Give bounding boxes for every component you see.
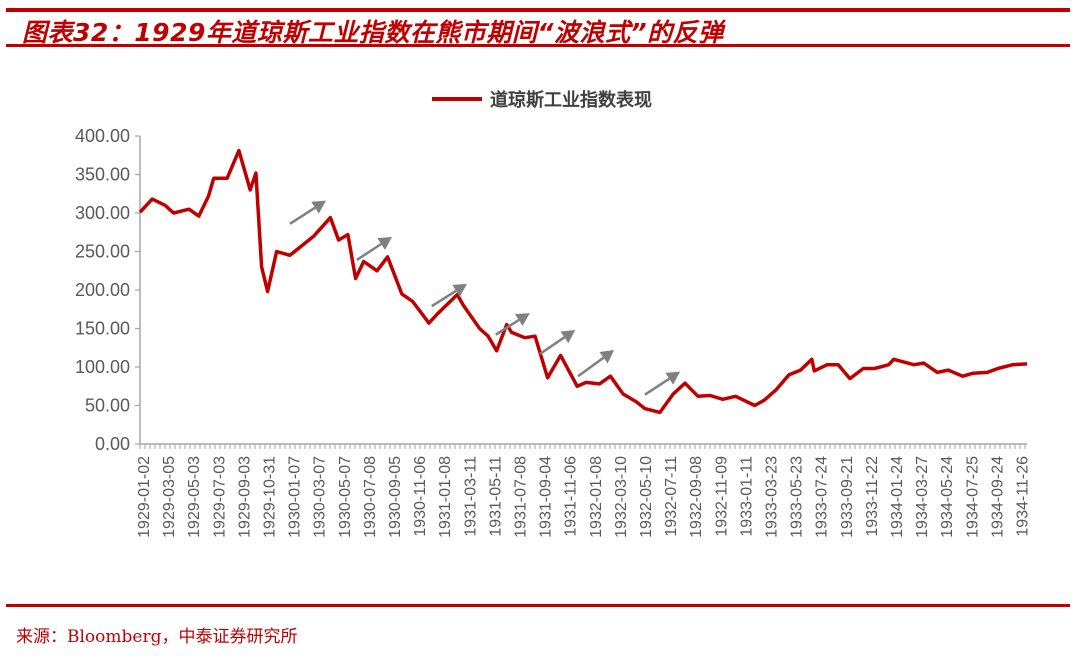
rebound-arrow-head-icon bbox=[665, 371, 681, 385]
rebound-arrow-head-icon bbox=[311, 200, 326, 214]
x-tick-label: 1934-09-24 bbox=[989, 456, 1006, 538]
y-tick-label: 50.00 bbox=[85, 396, 130, 416]
rebound-arrow-head-icon bbox=[377, 236, 393, 250]
x-tick-label: 1934-07-25 bbox=[964, 456, 981, 538]
x-tick-label: 1930-03-07 bbox=[312, 456, 329, 538]
x-tick-label: 1932-01-08 bbox=[588, 456, 605, 538]
x-tick-label: 1929-07-03 bbox=[211, 456, 228, 538]
x-tick-label: 1931-03-11 bbox=[462, 456, 479, 537]
x-tick-label: 1929-09-03 bbox=[236, 456, 253, 538]
x-tick-label: 1929-03-05 bbox=[161, 456, 178, 538]
y-tick-label: 300.00 bbox=[75, 203, 130, 223]
source-note: 来源：Bloomberg，中泰证券研究所 bbox=[16, 627, 298, 647]
rebound-arrow-shaft bbox=[495, 319, 520, 336]
x-tick-label: 1931-11-06 bbox=[563, 456, 580, 537]
x-tick-label: 1930-11-06 bbox=[412, 456, 429, 537]
title-rule bbox=[6, 44, 1070, 47]
x-tick-label: 1934-03-27 bbox=[914, 456, 931, 538]
x-tick-label: 1933-05-23 bbox=[789, 456, 806, 538]
x-tick-label: 1930-07-08 bbox=[362, 456, 379, 538]
x-tick-label: 1933-07-24 bbox=[814, 456, 831, 538]
rebound-arrow-head-icon bbox=[599, 350, 615, 364]
legend-label: 道琼斯工业指数表现 bbox=[490, 89, 652, 111]
x-tick-label: 1934-05-24 bbox=[939, 456, 956, 538]
y-tick-label: 250.00 bbox=[75, 242, 130, 262]
bottom-rule bbox=[6, 604, 1070, 607]
x-tick-label: 1932-05-10 bbox=[638, 456, 655, 538]
rebound-arrow-shaft bbox=[431, 289, 457, 308]
x-tick-label: 1930-09-05 bbox=[387, 456, 404, 538]
x-tick-label: 1932-09-08 bbox=[688, 456, 705, 538]
x-tick-label: 1932-07-11 bbox=[663, 456, 680, 537]
x-tick-label: 1931-07-08 bbox=[513, 456, 530, 538]
y-tick-label: 350.00 bbox=[75, 165, 130, 185]
y-tick-label: 400.00 bbox=[75, 126, 130, 146]
x-tick-label: 1933-03-23 bbox=[764, 456, 781, 538]
y-tick-label: 100.00 bbox=[75, 357, 130, 377]
x-tick-label: 1929-01-02 bbox=[136, 456, 153, 538]
x-tick-label: 1931-09-04 bbox=[538, 456, 555, 538]
y-tick-label: 150.00 bbox=[75, 319, 130, 339]
rebound-arrow-shaft bbox=[539, 336, 566, 355]
x-tick-label: 1932-11-09 bbox=[713, 456, 730, 537]
rebound-arrow-shaft bbox=[577, 356, 605, 378]
x-tick-label: 1933-09-21 bbox=[839, 456, 856, 538]
rebound-arrow-head-icon bbox=[452, 283, 468, 297]
x-tick-label: 1930-01-07 bbox=[287, 456, 304, 538]
figure-title: 图表32：1929年道琼斯工业指数在熊市期间“波浪式”的反弹 bbox=[22, 18, 724, 47]
legend: 道琼斯工业指数表现 bbox=[432, 89, 652, 111]
y-tick-label: 200.00 bbox=[75, 280, 130, 300]
x-tick-label: 1933-11-22 bbox=[864, 456, 881, 537]
rebound-arrow-head-icon bbox=[515, 313, 530, 326]
x-tick-label: 1932-03-10 bbox=[613, 456, 630, 538]
rebound-arrow-shaft bbox=[289, 206, 316, 225]
x-tick-label: 1934-11-26 bbox=[1015, 456, 1032, 537]
x-tick-label: 1929-05-03 bbox=[186, 456, 203, 538]
x-tick-label: 1933-01-11 bbox=[738, 456, 755, 537]
x-tick-label: 1929-10-31 bbox=[262, 456, 279, 538]
x-tick-label: 1931-01-08 bbox=[437, 456, 454, 538]
series-line-dow-jones bbox=[138, 148, 1028, 415]
x-tick-label: 1931-05-11 bbox=[487, 456, 504, 537]
y-tick-label: 0.00 bbox=[95, 434, 130, 454]
x-tick-label: 1934-01-24 bbox=[889, 456, 906, 538]
rebound-arrow-shaft bbox=[356, 242, 382, 262]
rebound-arrow-shaft bbox=[644, 377, 670, 396]
top-rule bbox=[6, 8, 1070, 12]
x-tick-label: 1930-05-07 bbox=[337, 456, 354, 538]
rebound-arrow-head-icon bbox=[560, 330, 576, 344]
